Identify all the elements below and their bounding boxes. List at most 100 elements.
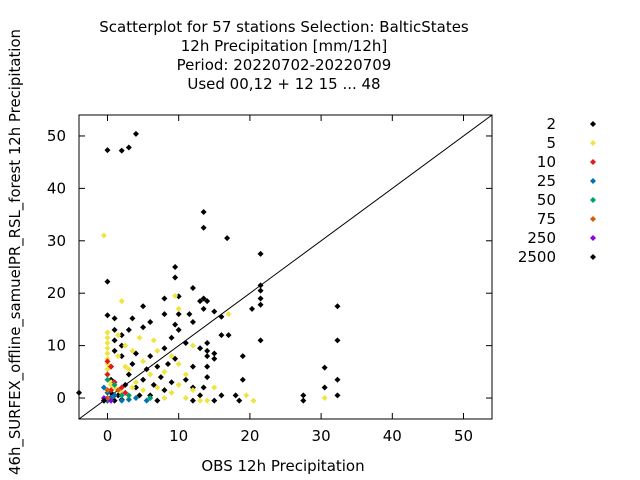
x-tick-label: 0 bbox=[103, 427, 113, 445]
data-point-2 bbox=[154, 363, 161, 370]
data-point-2 bbox=[300, 392, 307, 399]
data-point-5 bbox=[161, 395, 168, 402]
data-point-2 bbox=[147, 319, 154, 326]
data-point-2 bbox=[249, 305, 256, 312]
data-point-2 bbox=[157, 374, 164, 381]
data-point-2 bbox=[204, 298, 211, 305]
x-tick-label: 50 bbox=[454, 427, 473, 445]
data-point-2 bbox=[218, 313, 225, 320]
data-point-2 bbox=[161, 387, 168, 394]
data-point-2 bbox=[334, 337, 341, 344]
data-point-2 bbox=[175, 293, 182, 300]
data-point-2 bbox=[172, 321, 179, 328]
data-point-5 bbox=[189, 342, 196, 349]
legend-label-5: 5 bbox=[546, 134, 556, 152]
data-point-5 bbox=[168, 389, 175, 396]
data-point-2 bbox=[218, 392, 225, 399]
data-point-2 bbox=[186, 311, 193, 318]
data-point-2 bbox=[175, 326, 182, 333]
data-point-5 bbox=[243, 392, 250, 399]
data-point-2 bbox=[200, 295, 207, 302]
data-point-2 bbox=[257, 287, 264, 294]
data-point-2 bbox=[111, 315, 118, 322]
data-point-5 bbox=[140, 387, 147, 394]
data-point-2 bbox=[211, 355, 218, 362]
data-point-2 bbox=[132, 350, 139, 357]
y-tick-label: 20 bbox=[47, 284, 66, 302]
data-point-5 bbox=[104, 350, 111, 357]
scatter-points bbox=[76, 130, 341, 404]
data-point-2 bbox=[111, 326, 118, 333]
data-point-5 bbox=[104, 334, 111, 341]
data-point-2 bbox=[239, 376, 246, 383]
data-point-5 bbox=[115, 332, 122, 339]
data-point-5 bbox=[172, 292, 179, 299]
data-point-5 bbox=[175, 360, 182, 367]
data-point-2 bbox=[182, 340, 189, 346]
data-point-2 bbox=[211, 350, 218, 357]
data-point-50 bbox=[111, 381, 118, 388]
legend-label-250: 250 bbox=[527, 229, 556, 247]
data-point-5 bbox=[129, 384, 136, 391]
legend-label-50: 50 bbox=[537, 191, 556, 209]
data-point-2 bbox=[197, 298, 204, 305]
data-point-2 bbox=[76, 389, 82, 396]
data-point-5 bbox=[125, 366, 132, 373]
data-point-5 bbox=[108, 381, 115, 388]
data-point-2 bbox=[125, 371, 132, 378]
legend-label-75: 75 bbox=[537, 210, 556, 228]
data-point-5 bbox=[175, 305, 182, 312]
data-point-75 bbox=[115, 387, 122, 394]
data-point-2 bbox=[168, 334, 175, 341]
data-point-5 bbox=[115, 353, 122, 360]
data-point-5 bbox=[225, 311, 232, 318]
data-point-5 bbox=[118, 298, 125, 305]
data-point-2 bbox=[129, 315, 136, 322]
data-point-5 bbox=[150, 337, 157, 344]
data-point-2 bbox=[111, 347, 118, 354]
legend-label-10: 10 bbox=[537, 153, 556, 171]
data-point-5 bbox=[189, 387, 196, 394]
data-point-2 bbox=[204, 353, 211, 360]
data-point-2 bbox=[129, 360, 136, 367]
data-point-2 bbox=[125, 326, 132, 333]
y-tick-label: 0 bbox=[56, 389, 66, 407]
data-point-2 bbox=[204, 374, 211, 381]
data-point-2 bbox=[136, 392, 143, 399]
data-point-5 bbox=[147, 371, 154, 378]
data-point-5 bbox=[250, 397, 257, 404]
data-point-5 bbox=[182, 395, 189, 402]
data-point-2 bbox=[200, 208, 207, 215]
data-point-5 bbox=[154, 347, 161, 354]
chart-title-line-4: Used 00,12 + 12 15 ... 48 bbox=[187, 75, 380, 93]
data-point-2 bbox=[189, 397, 196, 404]
data-point-2 bbox=[132, 130, 139, 137]
data-point-2 bbox=[321, 364, 328, 371]
plot-area-frame bbox=[78, 114, 493, 420]
legend-marker-10 bbox=[590, 159, 596, 165]
data-point-2 bbox=[175, 311, 182, 318]
data-point-2 bbox=[257, 295, 264, 302]
data-point-2 bbox=[334, 376, 341, 383]
data-point-2 bbox=[189, 363, 196, 370]
data-point-5 bbox=[182, 371, 189, 378]
data-point-25 bbox=[132, 395, 139, 402]
data-point-2 bbox=[182, 376, 189, 383]
data-point-2 bbox=[257, 282, 264, 289]
chart-title-line-1: Scatterplot for 57 stations Selection: B… bbox=[99, 18, 469, 36]
data-point-25 bbox=[143, 397, 150, 404]
data-point-10 bbox=[108, 363, 115, 370]
data-point-5 bbox=[104, 366, 111, 373]
legend-marker-75 bbox=[590, 216, 596, 222]
data-point-75 bbox=[104, 387, 111, 394]
data-point-2 bbox=[257, 301, 264, 308]
data-point-2 bbox=[204, 340, 211, 346]
legend-marker-2500 bbox=[590, 254, 596, 260]
data-point-5 bbox=[204, 397, 211, 404]
data-point-5 bbox=[154, 384, 161, 391]
data-point-10 bbox=[104, 371, 111, 378]
data-point-5 bbox=[129, 347, 136, 354]
data-point-75 bbox=[104, 395, 111, 402]
